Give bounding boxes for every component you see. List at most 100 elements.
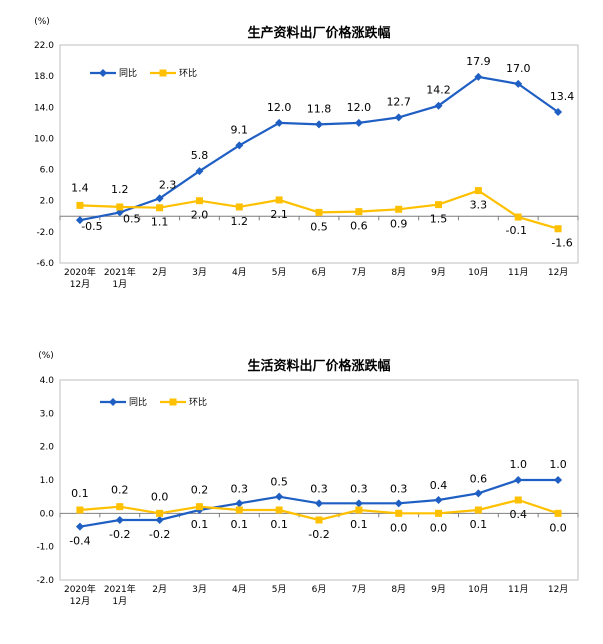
y-tick-label: 10.0 xyxy=(34,134,54,144)
data-label-mom: 0.0 xyxy=(390,521,408,534)
x-tick-label: 2021年 xyxy=(104,266,136,278)
data-label-yoy: 1.0 xyxy=(509,458,527,471)
x-tick-label: 4月 xyxy=(232,267,247,278)
data-label-yoy: 17.0 xyxy=(506,62,531,75)
data-point-yoy xyxy=(474,489,483,498)
y-tick-label: -2.0 xyxy=(36,576,54,586)
data-point-yoy xyxy=(514,79,523,88)
data-point-yoy xyxy=(434,101,443,110)
data-label-mom: 3.3 xyxy=(470,199,488,212)
x-tick-label: 12月 xyxy=(548,267,568,278)
data-label-mom: 0.1 xyxy=(270,518,288,531)
data-label-yoy: -0.4 xyxy=(69,535,90,548)
data-label-yoy: -0.5 xyxy=(81,220,102,233)
y-tick-label: 0.0 xyxy=(40,509,55,519)
legend-marker-square xyxy=(169,398,177,406)
y-tick-label: 22.0 xyxy=(34,41,54,51)
data-point-yoy xyxy=(75,216,84,225)
data-label-yoy: -0.2 xyxy=(109,528,130,541)
x-tick-label: 5月 xyxy=(272,267,287,278)
data-point-yoy xyxy=(354,118,363,127)
data-label-yoy: 14.2 xyxy=(426,84,451,97)
y-tick-label: 6.0 xyxy=(40,166,55,176)
data-label-yoy: 0.5 xyxy=(270,476,288,489)
x-tick-label: 2020年 xyxy=(64,266,96,278)
data-label-yoy: 12.0 xyxy=(267,101,292,114)
y-tick-label: 3.0 xyxy=(40,409,55,419)
data-point-yoy xyxy=(315,120,323,129)
x-tick-label: 11月 xyxy=(508,267,528,278)
data-label-yoy: 2.3 xyxy=(159,178,177,191)
data-label-mom: -0.2 xyxy=(308,528,329,541)
x-tick-label: 11月 xyxy=(508,584,528,595)
y-tick-label: 2.0 xyxy=(40,197,55,207)
data-label-mom: 0.2 xyxy=(111,484,129,497)
data-label-mom: 0.4 xyxy=(509,508,527,521)
data-label-yoy: 12.7 xyxy=(386,95,411,108)
x-tick-label: 12月 xyxy=(548,584,568,595)
data-point-mom xyxy=(514,213,522,221)
data-label-mom: 0.1 xyxy=(231,518,249,531)
data-label-mom: 0.0 xyxy=(549,521,567,534)
data-label-mom: 0.2 xyxy=(191,484,209,497)
x-tick-label: 6月 xyxy=(312,267,327,278)
x-tick-label: 12月 xyxy=(70,279,90,290)
data-label-yoy: 5.8 xyxy=(191,149,209,162)
data-point-mom xyxy=(474,187,482,195)
data-point-mom xyxy=(474,506,482,514)
data-point-yoy xyxy=(354,499,363,508)
data-label-yoy: 0.3 xyxy=(390,482,408,495)
x-tick-label: 10月 xyxy=(468,267,488,278)
data-label-mom: 1.5 xyxy=(430,213,448,226)
data-point-mom xyxy=(275,196,283,204)
data-label-mom: 0.1 xyxy=(350,518,368,531)
data-point-yoy xyxy=(235,141,244,150)
data-point-mom xyxy=(235,203,243,211)
data-point-mom xyxy=(554,225,562,233)
data-point-mom xyxy=(76,506,84,514)
legend-label: 环比 xyxy=(189,396,207,408)
x-tick-label: 5月 xyxy=(272,584,287,595)
data-point-mom xyxy=(395,205,403,213)
legend-marker-diamond xyxy=(99,69,107,77)
data-point-yoy xyxy=(514,476,523,484)
data-point-yoy xyxy=(554,107,563,116)
data-point-mom xyxy=(116,203,124,211)
data-point-mom xyxy=(195,503,203,511)
data-point-mom xyxy=(554,509,562,517)
data-point-mom xyxy=(156,509,164,517)
x-tick-label: 1月 xyxy=(112,596,127,607)
y-tick-label: -1.0 xyxy=(36,543,54,553)
data-point-mom xyxy=(514,496,522,504)
data-label-yoy: 0.6 xyxy=(470,472,488,485)
data-point-mom xyxy=(195,197,203,205)
x-tick-label: 7月 xyxy=(351,584,366,595)
data-label-mom: 2.0 xyxy=(191,209,209,222)
legend-label: 同比 xyxy=(119,67,137,79)
y-tick-label: 4.0 xyxy=(40,376,55,386)
data-label-mom: 1.1 xyxy=(151,216,169,229)
chart-title: 生活资料出厂价格涨跌幅 xyxy=(247,358,390,374)
chart-title: 生产资料出厂价格涨跌幅 xyxy=(247,25,390,41)
data-point-yoy xyxy=(394,113,403,122)
data-label-mom: 0.1 xyxy=(470,518,488,531)
data-label-yoy: 13.4 xyxy=(550,90,575,103)
legend-label: 环比 xyxy=(179,67,197,79)
data-label-yoy: 9.1 xyxy=(231,123,249,136)
x-tick-label: 12月 xyxy=(70,596,90,607)
legend-label: 同比 xyxy=(129,396,147,408)
x-tick-label: 1月 xyxy=(112,279,127,290)
data-point-yoy xyxy=(275,492,284,501)
y-tick-label: -6.0 xyxy=(36,259,54,269)
x-tick-label: 8月 xyxy=(391,584,406,595)
y-tick-label: 18.0 xyxy=(34,72,54,82)
data-point-mom xyxy=(235,506,243,514)
data-point-yoy xyxy=(394,499,403,508)
x-tick-label: 6月 xyxy=(312,584,327,595)
data-point-yoy xyxy=(155,516,164,524)
x-tick-label: 7月 xyxy=(351,267,366,278)
data-point-mom xyxy=(355,506,363,514)
x-tick-label: 3月 xyxy=(192,267,207,278)
data-label-yoy: 0.3 xyxy=(350,482,368,495)
chart-producer-goods: 生产资料出厂价格涨跌幅 (%) 22.0 18.0 14.0 10.0 6.0 2.0 -2.0… xyxy=(34,17,579,290)
